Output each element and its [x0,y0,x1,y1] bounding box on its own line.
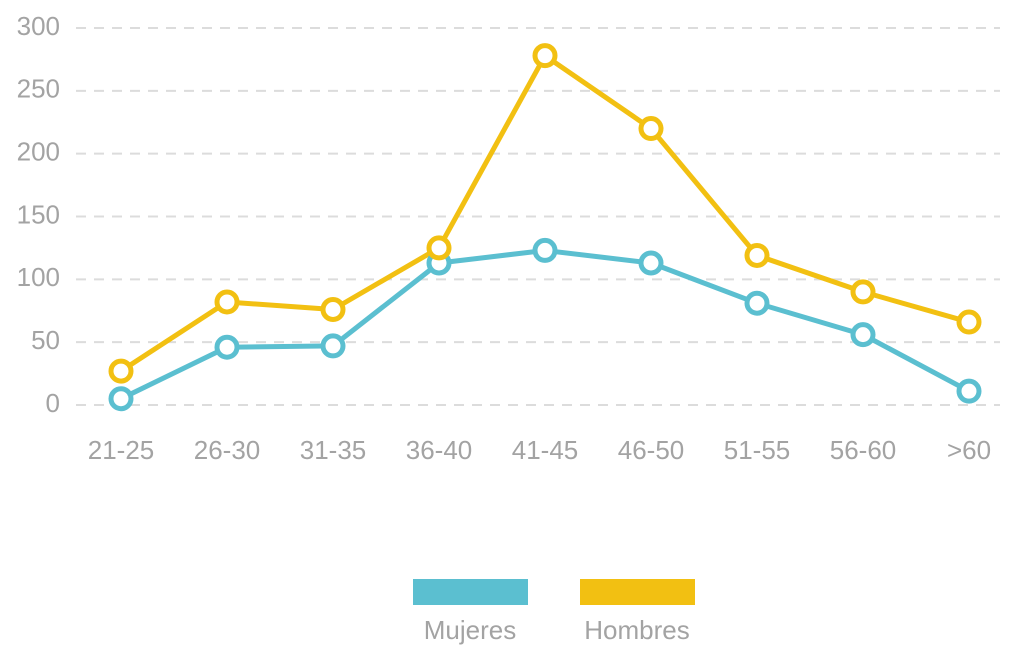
data-point [320,296,346,322]
y-tick-label: 0 [46,388,60,418]
x-tick-label: 56-60 [830,435,897,465]
y-tick-label: 150 [17,199,60,229]
data-point [214,334,240,360]
legend-swatch [413,579,528,605]
x-tick-label: 36-40 [406,435,473,465]
data-point [108,386,134,412]
data-point [426,235,452,261]
x-tick-label: >60 [947,435,991,465]
y-tick-label: 300 [17,11,60,41]
x-tick-label: 41-45 [512,435,579,465]
x-tick-label: 46-50 [618,435,685,465]
x-tick-label: 26-30 [194,435,261,465]
data-point [638,116,664,142]
x-tick-label: 21-25 [88,435,155,465]
data-point [214,289,240,315]
data-point [108,358,134,384]
y-tick-label: 200 [17,137,60,167]
legend-label: Mujeres [424,615,516,645]
data-point [532,237,558,263]
x-tick-label: 51-55 [724,435,791,465]
legend-label: Hombres [584,615,689,645]
data-point [956,309,982,335]
x-tick-label: 31-35 [300,435,367,465]
y-tick-label: 50 [31,325,60,355]
data-point [744,242,770,268]
legend-swatch [580,579,695,605]
data-point [850,279,876,305]
data-point [850,322,876,348]
data-point [638,250,664,276]
y-tick-label: 250 [17,74,60,104]
data-point [744,290,770,316]
data-point [320,333,346,359]
series-line [119,53,970,374]
y-tick-label: 100 [17,262,60,292]
data-point [532,43,558,69]
data-point [956,378,982,404]
series-line [119,247,971,401]
